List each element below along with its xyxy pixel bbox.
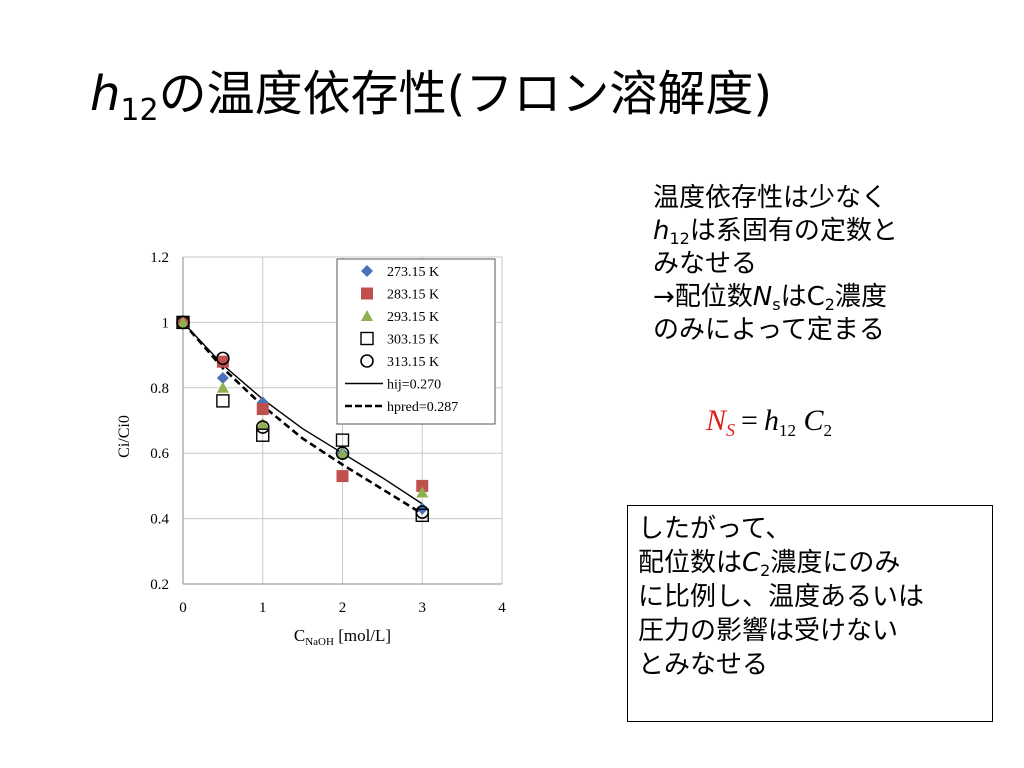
note-line-4-mid: はC <box>780 282 825 312</box>
y-tick-label-2: 0.6 <box>150 446 169 462</box>
note-c-subscript: 2 <box>824 295 835 314</box>
formula-n: N <box>706 404 727 437</box>
x-tick-label-1: 1 <box>259 600 267 616</box>
conclusion-c-subscript: 2 <box>760 561 771 580</box>
formula-equals: = <box>741 404 758 437</box>
legend-marker-303-15-k <box>360 331 374 346</box>
legend-label-hpred-0-287: hpred=0.287 <box>387 400 458 415</box>
x-axis-label: CNaOH [mol/L] <box>294 626 391 648</box>
formula-n-subscript: S <box>726 420 736 440</box>
note-n-subscript: s <box>772 295 781 314</box>
data-point-283-15-k-2 <box>256 403 269 416</box>
formula-c: C <box>803 404 824 437</box>
legend-label-313-15-k: 313.15 K <box>387 355 439 370</box>
conclusion-c-variable: C <box>742 548 761 578</box>
data-point-303-15-k-2 <box>256 428 270 442</box>
data-point-283-15-k-1 <box>216 355 229 368</box>
conclusion-box: したがって、 配位数はC2濃度にのみ に比例し、温度あるいは 圧力の影響は受けな… <box>627 505 993 722</box>
y-tick-label-3: 0.8 <box>150 381 169 397</box>
data-point-293-15-k-2 <box>256 417 269 429</box>
note-n-variable: N <box>752 282 773 312</box>
data-point-303-15-k-1 <box>216 394 230 408</box>
data-point-313-15-k-4 <box>415 505 430 519</box>
slide-title: h12の温度依存性(フロン溶解度) <box>90 62 990 126</box>
y-axis-label: Ci/Ci0 <box>116 415 133 458</box>
x-tick-label-4: 4 <box>498 600 506 616</box>
legend-label-283-15-k: 283.15 K <box>387 288 439 303</box>
formula-h-subscript: 12 <box>778 421 796 440</box>
data-point-293-15-k-0 <box>177 316 189 328</box>
data-point-283-15-k-3 <box>336 470 349 483</box>
note-line-5: のみによって定まる <box>653 315 885 345</box>
series-line-hpred-0-287 <box>182 321 423 515</box>
temperature-dependence-note: 温度依存性は少なく h12は系固有の定数と みなせる →配位数NsはC2濃度 の… <box>653 182 993 347</box>
y-tick-label-4: 1 <box>162 315 170 331</box>
legend-marker-293-15-k <box>361 310 373 321</box>
conclusion-line-5: とみなせる <box>638 650 769 680</box>
conclusion-line-2-post: 濃度にのみ <box>770 548 901 578</box>
y-tick-label-1: 0.4 <box>150 512 169 528</box>
data-point-303-15-k-4 <box>415 508 429 523</box>
formula-ns: NS <box>706 404 736 440</box>
y-tick-label-0: 0.2 <box>150 577 169 593</box>
x-tick-label-2: 2 <box>339 600 347 616</box>
legend-label-273-15-k: 273.15 K <box>387 265 439 280</box>
note-line-4-post: 濃度 <box>834 282 887 312</box>
data-point-273-15-k-1 <box>216 371 229 384</box>
title-variable: h <box>90 66 121 122</box>
conclusion-line-3: に比例し、温度あるいは <box>638 582 925 612</box>
title-subscript: 12 <box>120 93 159 128</box>
note-line-1: 温度依存性は少なく <box>653 183 888 213</box>
note-line-4-pre: →配位数 <box>653 282 753 312</box>
legend-marker-273-15-k <box>361 265 373 277</box>
note-h-subscript: 12 <box>669 229 690 248</box>
formula-h: h <box>763 404 779 437</box>
data-point-313-15-k-3 <box>335 446 350 461</box>
y-tick-label-5: 1.2 <box>150 250 169 266</box>
note-h-variable: h <box>653 216 670 246</box>
legend-marker-283-15-k <box>361 287 373 300</box>
note-line-3: みなせる <box>653 249 758 279</box>
conclusion-line-1: したがって、 <box>638 514 792 544</box>
data-point-293-15-k-3 <box>336 447 349 459</box>
x-tick-label-0: 0 <box>179 600 187 616</box>
title-text: の温度依存性(フロン溶解度) <box>158 66 773 122</box>
conclusion-line-2-pre: 配位数は <box>638 548 743 578</box>
data-point-303-15-k-3 <box>335 433 350 447</box>
legend-label-293-15-k: 293.15 K <box>387 310 439 325</box>
data-point-313-15-k-1 <box>216 351 230 366</box>
formula-c-subscript: 2 <box>823 421 832 440</box>
legend-label-hij-0-270: hij=0.270 <box>387 378 441 393</box>
data-point-313-15-k-2 <box>255 420 270 434</box>
legend-marker-313-15-k <box>360 354 374 368</box>
note-line-2-text: は系固有の定数と <box>689 216 898 246</box>
data-point-293-15-k-1 <box>216 381 229 393</box>
conclusion-line-4: 圧力の影響は受けない <box>638 616 899 646</box>
data-point-313-15-k-0 <box>176 315 190 330</box>
x-tick-label-3: 3 <box>419 600 427 616</box>
data-point-283-15-k-4 <box>416 479 429 492</box>
legend-box <box>336 258 496 425</box>
data-point-293-15-k-4 <box>416 486 429 498</box>
coordination-number-formula: NS = h12 C2 <box>706 404 832 440</box>
conclusion-line-2: 配位数はC2濃度にのみ <box>638 546 982 580</box>
note-line-4: →配位数NsはC2濃度 <box>653 281 993 314</box>
note-line-2: h12は系固有の定数と <box>653 215 993 248</box>
legend-label-303-15-k: 303.15 K <box>387 333 439 348</box>
